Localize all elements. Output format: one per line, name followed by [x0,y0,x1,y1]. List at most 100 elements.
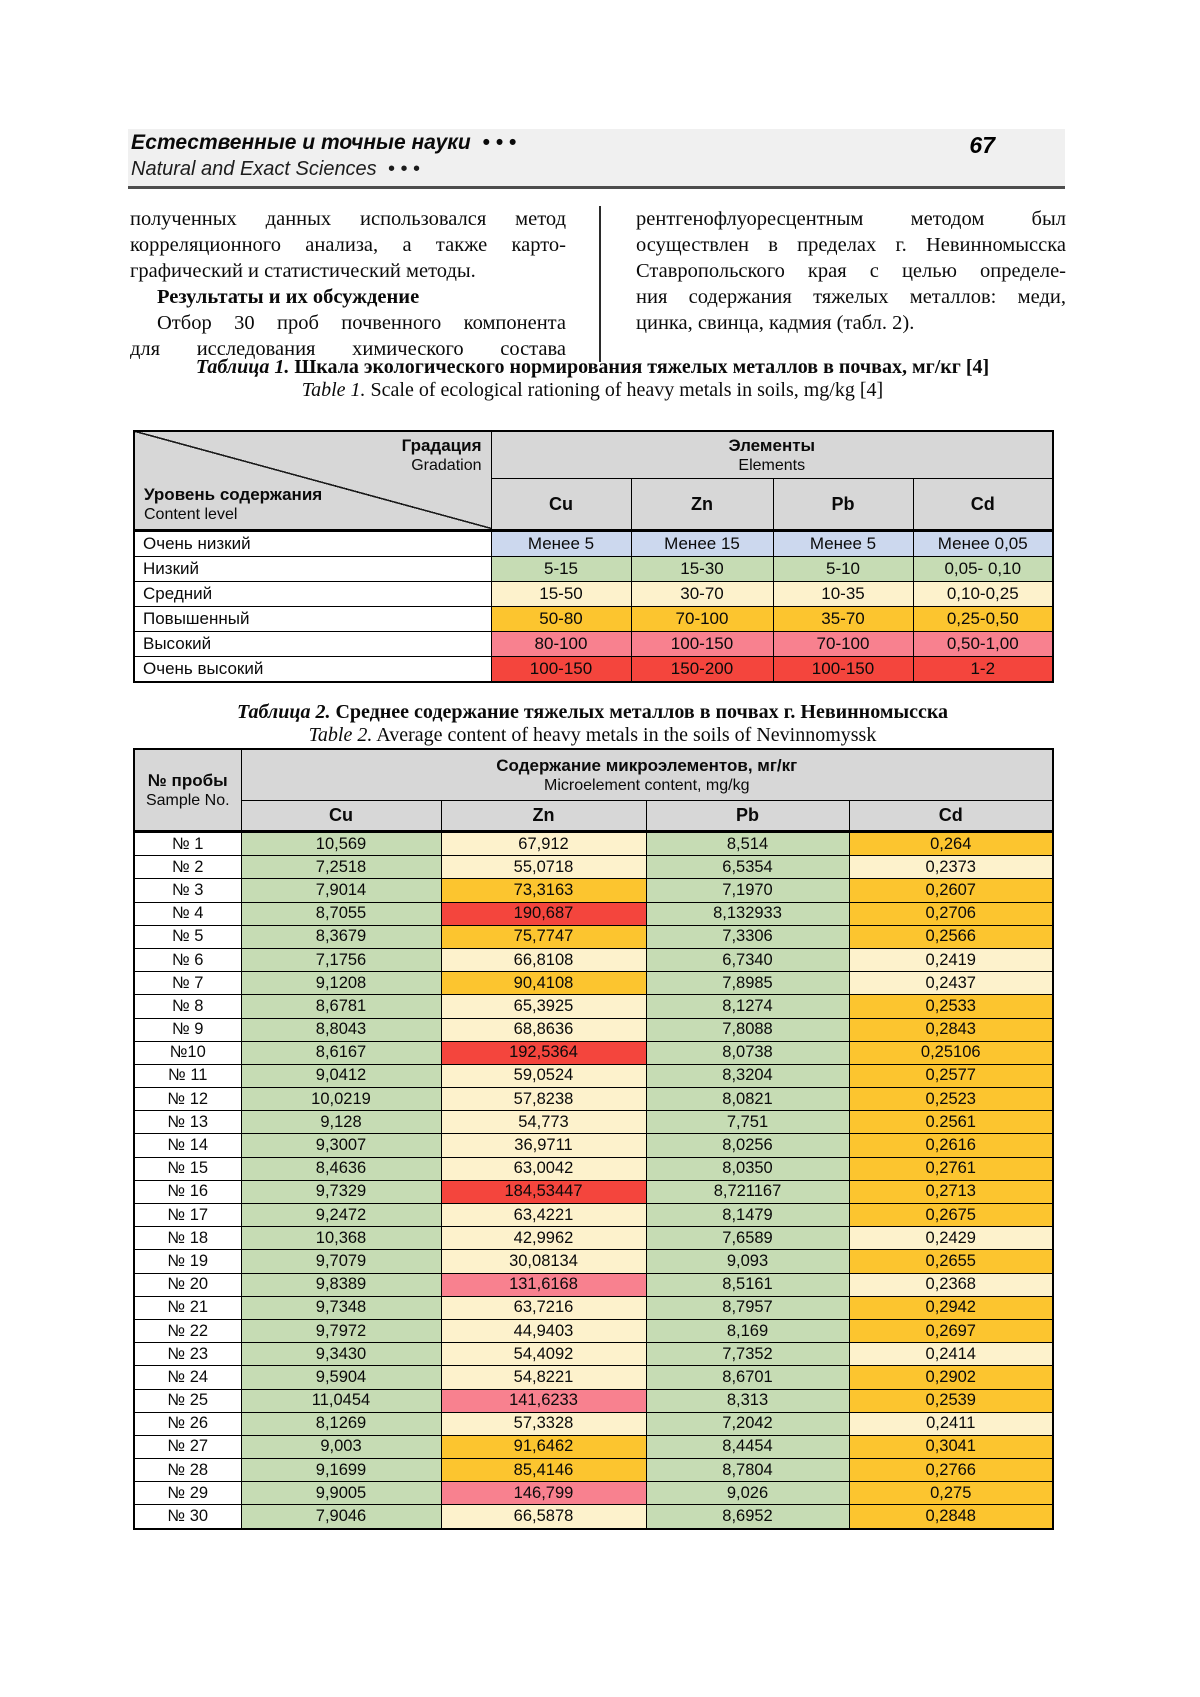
table1-corner-cell: Градация Gradation Уровень содержания Co… [133,430,492,532]
table2-sample-label: №10 [133,1040,242,1065]
table1-col-cd: Cd [912,478,1054,532]
table2-value-cell-cd: 0,2411 [848,1411,1054,1436]
table2-value-cell-cd: 0,2577 [848,1063,1054,1089]
table1-row-label: Очень высокий [133,656,492,683]
table2-value-cell-pb: 8,7804 [645,1458,850,1483]
table2-value-cell-zn: 73,3163 [440,878,647,903]
table2-sample-label: № 23 [133,1342,242,1367]
table2-value-cell-pb: 8,7957 [645,1295,850,1320]
table2-value-cell-cd: 0,2566 [848,924,1054,949]
table2-value-cell-cu: 9,128 [240,1110,442,1135]
table1-row: Высокий 80-100 100-150 70-100 0,50-1,00 [133,631,1054,657]
content-level-label-ru: Уровень содержания [144,485,323,504]
table2-value-cell-cu: 9,1208 [240,971,442,996]
table2-value-cell-cd: 0,2843 [848,1017,1054,1042]
content-level-label-en: Content level [144,506,238,523]
table1-row: Средний 15-50 30-70 10-35 0,10-0,25 [133,581,1054,607]
table2-sample-label: № 2 [133,855,242,880]
table2-value-cell-cd: 0,2429 [848,1226,1054,1251]
table2-value-cell-cu: 9,7348 [240,1295,442,1320]
table2-title-en-text: Average content of heavy metals in the s… [372,724,877,746]
table2-value-cell-zn: 59,0524 [440,1063,647,1089]
microelement-content-label-ru: Содержание микроэлементов, мг/кг [496,755,798,775]
table1-value-cell: 15-30 [630,556,774,582]
table1-value-cell: 35-70 [772,606,914,632]
table1-row: Повышенный 50-80 70-100 35-70 0,25-0,50 [133,606,1054,632]
table2-value-cell-cd: 0,2437 [848,971,1054,996]
table1-elements-group-header: Элементы Elements [490,430,1054,479]
table2-sample-label: № 26 [133,1411,242,1436]
table1-row: Очень низкий Менее 5 Менее 15 Менее 5 Менее … [133,530,1054,557]
table1-value-cell: Менее 5 [490,530,632,557]
table2-row: № 23 9,3430 54,4092 7,7352 0,2414 [133,1342,1054,1367]
table2-value-cell-pb: 8,313 [645,1388,850,1413]
table2-value-cell-zn: 63,4221 [440,1202,647,1228]
journal-section-title-en: Natural and Exact Sciences • • • [131,158,420,181]
table2-value-cell-pb: 8,132933 [645,901,850,926]
table2-value-cell-pb: 8,1274 [645,994,850,1019]
table2-title-en: Table 2. Average content of heavy metals… [133,724,1052,747]
table2-value-cell-cd: 0,2706 [848,901,1054,926]
table2-col-cu: Cu [240,800,442,833]
table2-sample-label: № 24 [133,1365,242,1390]
table1-label-en: Table 1. [301,379,366,401]
table1-value-cell: 100-150 [490,656,632,683]
table1-rationing-scale: Градация Gradation Уровень содержания Co… [133,430,1054,683]
table2-value-cell-cu: 9,7329 [240,1179,442,1205]
table2-row: № 4 8,7055 190,687 8,132933 0,2706 [133,901,1054,926]
journal-section-title-ru-text: Естественные и точные науки [131,131,471,154]
table2-value-cell-cd: 0,2539 [848,1388,1054,1413]
table2-sample-label: № 30 [133,1504,242,1530]
table2-value-cell-cu: 9,7079 [240,1249,442,1274]
table2-row: № 30 7,9046 66,5878 8,6952 0,2848 [133,1504,1054,1530]
table2-value-cell-cu: 7,2518 [240,855,442,880]
table2-value-cell-zn: 85,4146 [440,1458,647,1483]
table2-value-cell-pb: 8,0256 [645,1133,850,1158]
table2-value-cell-cu: 8,7055 [240,901,442,926]
table2-value-cell-pb: 8,0821 [645,1087,850,1112]
table2-value-cell-cd: 0,275 [848,1481,1054,1506]
table2-average-content: № пробы Sample No. Содержание микроэлеме… [133,748,1055,1530]
table1-label-ru: Таблица 1. [195,356,290,378]
table2-value-cell-pb: 8,4454 [645,1434,850,1460]
table2-value-cell-pb: 8,3204 [645,1063,850,1089]
text-column-left: полученных данных использовался метод кор… [130,206,566,362]
table2-value-cell-cd: 0,2414 [848,1342,1054,1367]
gradation-label-en: Gradation [411,457,482,474]
table2-sample-label: № 15 [133,1156,242,1181]
table2-col-zn: Zn [440,800,647,833]
table1-value-cell: 0,10-0,25 [912,581,1054,607]
table2-sample-label: № 1 [133,830,242,857]
table2-value-cell-pb: 7,6589 [645,1226,850,1251]
journal-section-title-en-text: Natural and Exact Sciences [131,158,377,180]
table2-value-cell-zn: 184,53447 [440,1179,647,1205]
table2-value-cell-zn: 57,3328 [440,1411,647,1436]
table2-row: № 9 8,8043 68,8636 7,8088 0,2843 [133,1017,1054,1042]
table2-value-cell-pb: 6,7340 [645,947,850,973]
table2-row: № 2 7,2518 55,0718 6,5354 0,2373 [133,855,1054,880]
table2-value-cell-cu: 9,0412 [240,1063,442,1089]
table2-label-en: Table 2. [308,724,373,746]
table2-value-cell-cu: 9,3007 [240,1133,442,1158]
table1-value-cell: 1-2 [912,656,1054,683]
table2-value-cell-cu: 8,6781 [240,994,442,1019]
table2-value-cell-cu: 8,6167 [240,1040,442,1065]
running-head: Естественные и точные науки • • • Natura… [128,129,1065,189]
table2-sample-label: № 13 [133,1110,242,1135]
title-dots-en: • • • [387,158,420,180]
elements-label-ru: Элементы [728,435,816,455]
table2-row: № 7 9,1208 90,4108 7,8985 0,2437 [133,971,1054,996]
table2-value-cell-pb: 8,0350 [645,1156,850,1181]
table2-value-cell-zn: 42,9962 [440,1226,647,1251]
table1-corner-content-level: Уровень содержания Content level [144,484,322,525]
table2-sample-label: № 27 [133,1434,242,1460]
table2-value-cell-cu: 7,9046 [240,1504,442,1530]
journal-section-title-ru: Естественные и точные науки • • • [131,131,516,155]
table2-value-cell-zn: 54,773 [440,1110,647,1135]
table2-sample-label: № 20 [133,1272,242,1297]
table2-value-cell-cd: 0,2848 [848,1504,1054,1530]
table2-value-cell-zn: 66,5878 [440,1504,647,1530]
table1-value-cell: 30-70 [630,581,774,607]
table1-row-label: Повышенный [133,606,492,632]
table1-row-label: Средний [133,581,492,607]
